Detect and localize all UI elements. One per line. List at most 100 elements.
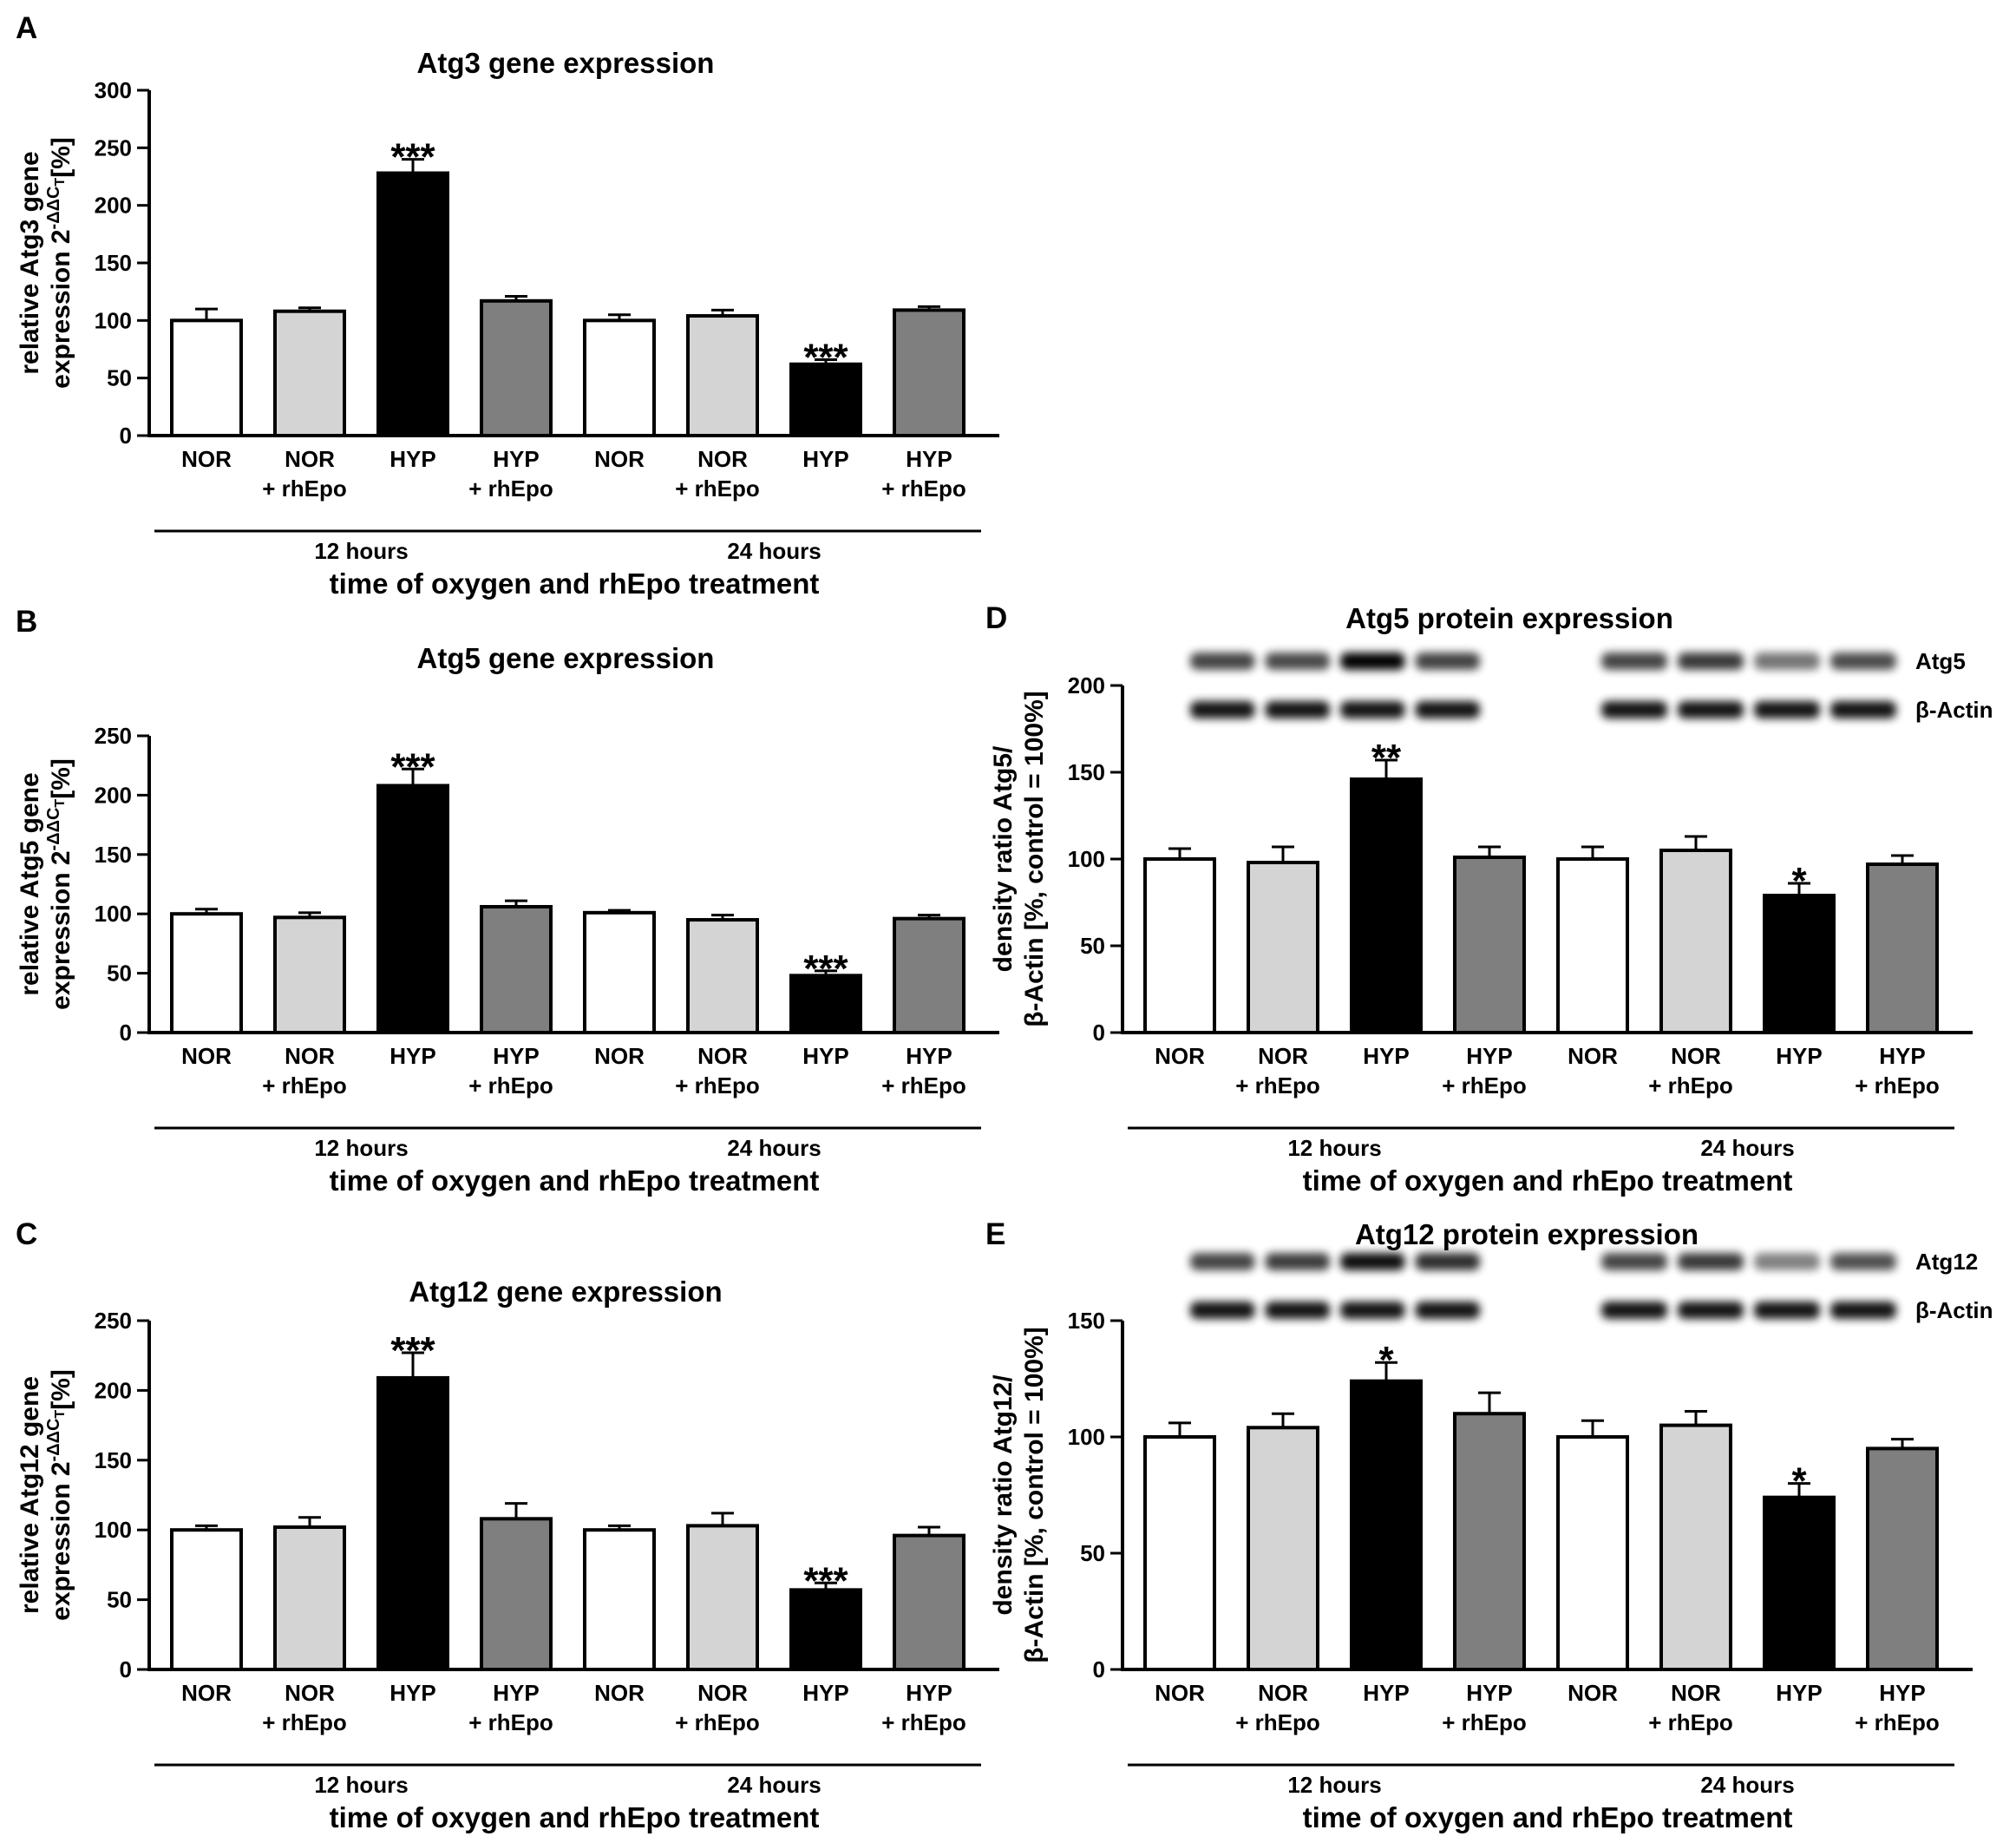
bar (480, 298, 553, 437)
y-axis-label-text: β-Actin [%, control = 100%] (1020, 691, 1049, 1027)
y-axis-label-line2: expression 2-ΔΔCT[%] (44, 1369, 75, 1621)
blot-band (1754, 653, 1820, 670)
bar (583, 910, 656, 1035)
y-tick-label: 100 (95, 1517, 132, 1543)
category-label: HYP + rhEpo (468, 446, 553, 502)
category-label: HYP (1776, 1043, 1822, 1069)
blot-band (1601, 701, 1667, 718)
category-label: NOR + rhEpo (262, 446, 347, 502)
category-label: HYP (802, 1043, 848, 1069)
blot-band (1265, 701, 1330, 718)
bar (1247, 861, 1319, 1034)
category-label: NOR + rhEpo (1648, 1043, 1733, 1099)
chart-title: Atg5 protein expression (1345, 602, 1673, 634)
bar (893, 916, 965, 1034)
x-axis-label: time of oxygen and rhEpo treatment (330, 567, 820, 600)
category-label-line2: + rhEpo (881, 476, 966, 502)
bar (1556, 857, 1629, 1034)
panel-c: C Atg12 gene expression 0 50 100 150 200 250 rel… (16, 1217, 999, 1833)
y-tick-label: 250 (95, 723, 132, 749)
category-label: HYP + rhEpo (1855, 1680, 1940, 1735)
group-label: 24 hours (727, 1772, 821, 1798)
category-label-line2: + rhEpo (881, 1709, 966, 1735)
blot-band (1415, 1253, 1480, 1270)
blot-band (1340, 701, 1405, 718)
category-label-line2: + rhEpo (468, 476, 553, 502)
blot-band (1265, 653, 1330, 670)
category-label: NOR + rhEpo (1235, 1680, 1320, 1735)
category-label: NOR + rhEpo (1648, 1680, 1733, 1735)
group-label: 24 hours (1700, 1135, 1794, 1161)
bar (1659, 1423, 1732, 1671)
blot-band-label: β-Actin (1915, 697, 1993, 723)
y-axis-label-superscript: -ΔΔC (44, 808, 63, 851)
blot-band (1340, 653, 1405, 670)
y-axis-label-line2: β-Actin [%, control = 100%] (1020, 691, 1049, 1027)
y-axis-label-subscript: T (53, 799, 68, 808)
blot-band (1601, 1253, 1667, 1270)
bar (273, 915, 346, 1034)
x-axis-label: time of oxygen and rhEpo treatment (330, 1801, 820, 1833)
group-label: 12 hours (1287, 1772, 1381, 1798)
y-tick-label: 250 (95, 1308, 132, 1334)
category-label: HYP + rhEpo (881, 1043, 966, 1099)
bar (376, 171, 449, 438)
bar (273, 1525, 346, 1672)
bar (480, 904, 553, 1034)
category-label-line1: HYP (493, 1043, 539, 1069)
bar (893, 308, 965, 438)
bar (1143, 857, 1216, 1034)
y-axis-label-line1: density ratio Atg12/ (989, 1374, 1018, 1616)
panel-d: D Atg5 protein expression 0 50 100 150 200 dens… (985, 601, 1993, 1197)
category-label-line2: + rhEpo (1855, 1709, 1940, 1735)
y-axis-label-line1: relative Atg3 gene (16, 151, 44, 374)
bar (789, 1588, 862, 1671)
y-tick-label: 100 (1068, 1424, 1105, 1450)
category-label-line2: + rhEpo (468, 1072, 553, 1099)
significance-marker: *** (390, 745, 435, 788)
bar (1247, 1426, 1319, 1672)
category-label-line1: NOR (697, 446, 748, 472)
panel-a: A Atg3 gene expression 0 50 100 150 200 250 300 r… (16, 11, 999, 600)
bar (376, 784, 449, 1034)
bar (170, 1528, 243, 1671)
blot-band (1190, 1302, 1255, 1319)
blot-band (1415, 1302, 1480, 1319)
bar (376, 1375, 449, 1671)
category-label-line1: NOR (1258, 1680, 1308, 1706)
y-tick-label: 200 (95, 193, 132, 219)
category-label: NOR (181, 446, 232, 472)
y-tick-label: 200 (1068, 672, 1105, 699)
category-label: HYP (1776, 1680, 1822, 1706)
blot-band (1830, 1302, 1896, 1319)
group-label: 24 hours (727, 1135, 821, 1161)
category-label-line1: NOR (697, 1680, 748, 1706)
blot-band (1190, 701, 1255, 718)
category-label: NOR (1155, 1043, 1205, 1069)
blot-band (1830, 653, 1896, 670)
category-label-line2: + rhEpo (1235, 1709, 1320, 1735)
y-axis-label-text: β-Actin [%, control = 100%] (1020, 1327, 1049, 1663)
category-label-line1: HYP (906, 1680, 952, 1706)
blot-band (1830, 1253, 1896, 1270)
blot-band-label: β-Actin (1915, 1297, 1993, 1323)
bar (686, 918, 759, 1035)
category-label-line2: + rhEpo (262, 476, 347, 502)
category-label-line2: + rhEpo (1648, 1072, 1733, 1099)
y-axis-label-line1: relative Atg12 gene (16, 1376, 44, 1614)
blot-band (1830, 701, 1896, 718)
category-label: HYP (1363, 1680, 1409, 1706)
significance-marker: ** (1371, 737, 1402, 779)
blot-band (1678, 653, 1744, 670)
category-label: HYP + rhEpo (1855, 1043, 1940, 1099)
western-blot: Atg12 β-Actin (1190, 1249, 1993, 1323)
category-label: NOR (181, 1043, 232, 1069)
blot-band (1601, 653, 1667, 670)
category-label: HYP (389, 1680, 435, 1706)
category-label-line1: HYP (906, 1043, 952, 1069)
y-axis-label-unit: [%] (47, 758, 75, 799)
category-label-line2: + rhEpo (468, 1709, 553, 1735)
y-tick-label: 150 (1068, 1308, 1105, 1334)
y-axis-label-text: expression 2 (47, 229, 75, 388)
y-tick-label: 0 (1093, 1020, 1105, 1046)
